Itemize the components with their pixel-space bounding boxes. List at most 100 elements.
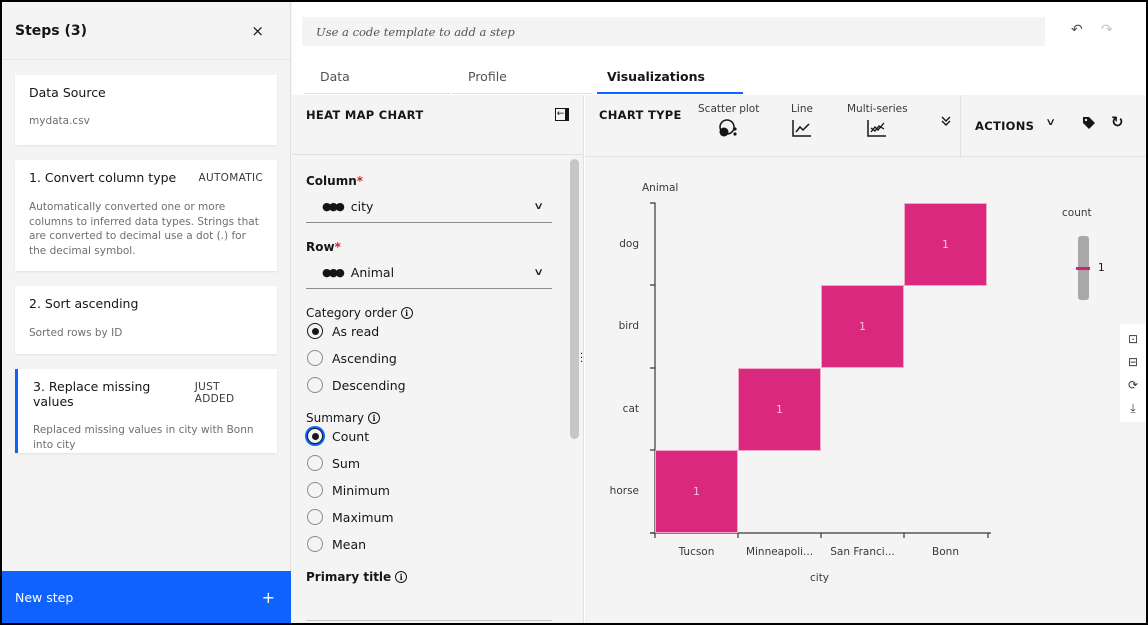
panel-resize-handle[interactable]: · · · [580,349,584,368]
step-description: Replaced missing values in city with Bon… [33,424,254,451]
chart-zoom-toolbar: ⊡ ⊟ ⟳ ⤓ [1120,324,1146,422]
refresh-icon[interactable]: ↻ [1111,113,1124,131]
radio-button[interactable] [307,428,323,444]
chart-toolbar: CHART TYPE Scatter plot Line [585,95,1146,157]
radio-button[interactable] [307,350,323,366]
more-chart-types-icon[interactable] [940,115,952,130]
plus-icon: + [261,587,275,607]
step-name: Data Source [29,85,106,100]
steps-header: Steps (3) × [2,2,290,60]
heatmap-cell-bonn-dog[interactable]: 1 [904,203,987,286]
radio-button[interactable] [307,377,323,393]
tab-bar: Data Profile Visualizations [304,62,745,94]
chevron-down-icon: ∨ [532,201,544,212]
primary-title-input[interactable] [306,620,552,621]
step-card-replace-missing-values[interactable]: 3. Replace missing values JUST ADDED Rep… [15,369,277,453]
legend-title: count [1062,207,1092,219]
multi-series-icon [867,120,887,137]
zoom-out-icon[interactable]: ⊟ [1127,354,1139,369]
step-name: 3. Replace missing values [33,379,151,409]
column-select[interactable]: ●●● city ∨ [306,191,552,223]
row-value: Animal [350,265,395,280]
radio-button[interactable] [307,509,323,525]
info-icon[interactable]: i [368,412,380,424]
collapse-panel-icon[interactable]: ← [555,108,569,121]
chart-area: · · · CHART TYPE Scatter plot Line [580,95,1146,623]
category-order-label: Category order i [306,306,413,320]
redo-icon[interactable]: ↷ [1101,22,1113,38]
step-card-sort-ascending[interactable]: 2. Sort ascending Sorted rows by ID [15,286,277,354]
radio-button[interactable] [307,536,323,552]
radio-button[interactable] [307,323,323,339]
heatmap-cell-tucson-horse[interactable]: 1 [655,450,738,533]
step-name: 1. Convert column type [29,170,177,185]
config-header: HEAT MAP CHART ← [292,95,583,155]
actions-menu[interactable]: ACTIONS [975,119,1035,133]
steps-title: Steps (3) [15,22,88,39]
radio-count[interactable]: Count [307,428,369,444]
step-badge: AUTOMATIC [198,172,263,184]
y-tick-bird: bird [618,320,639,332]
step-description: mydata.csv [29,115,90,127]
radio-button[interactable] [307,482,323,498]
summary-label: Summary i [306,411,380,425]
primary-title-label: Primary title i [306,570,408,584]
close-icon[interactable]: × [251,21,264,40]
column-value: city [350,199,374,214]
step-description: Automatically converted one or more colu… [29,201,259,257]
step-card-data-source[interactable]: Data Source mydata.csv [15,75,277,145]
heatmap-cell-minneapolis-cat[interactable]: 1 [738,368,821,451]
undo-icon[interactable]: ↶ [1071,22,1083,38]
step-name: 2. Sort ascending [29,296,139,311]
reset-zoom-icon[interactable]: ⟳ [1127,377,1139,392]
categorical-icon: ●●● [322,266,345,279]
new-step-button[interactable]: New step + [2,571,291,623]
x-tick-san-francisco: San Franci... [830,546,895,558]
code-template-input[interactable] [302,17,1045,46]
step-badge: JUST ADDED [194,381,235,405]
download-icon[interactable]: ⤓ [1130,400,1136,415]
y-tick-horse: horse [609,485,639,497]
chart-type-multi-series[interactable]: Multi-series [847,103,908,142]
zoom-in-icon[interactable]: ⊡ [1127,331,1139,346]
chart-type-label: CHART TYPE [599,108,682,122]
heatmap-cell-sanfrancisco-bird[interactable]: 1 [821,285,904,368]
radio-descending[interactable]: Descending [307,377,406,393]
column-label: Column* [306,174,364,188]
heatmap-axes [650,202,991,538]
step-card-convert-column-type[interactable]: 1. Convert column type AUTOMATIC Automat… [15,160,277,271]
row-select[interactable]: ●●● Animal ∨ [306,257,552,289]
tag-icon[interactable] [1082,115,1096,134]
chevron-down-icon: ∨ [532,267,544,278]
categorical-icon: ●●● [322,200,345,213]
x-tick-minneapolis: Minneapoli... [745,546,814,558]
x-tick-bonn: Bonn [932,546,959,558]
toolbar-divider [960,95,961,157]
heatmap-config-panel: HEAT MAP CHART ← Column* ●●● city ∨ Row*… [292,95,584,623]
config-scrollbar[interactable] [570,159,579,439]
radio-minimum[interactable]: Minimum [307,482,390,498]
tab-visualizations[interactable]: Visualizations [597,62,743,94]
legend-marker [1076,267,1090,270]
tab-data[interactable]: Data [304,62,450,94]
x-tick-tucson: Tucson [678,546,715,558]
config-title: HEAT MAP CHART [306,108,424,122]
new-step-label: New step [15,589,74,605]
radio-as-read[interactable]: As read [307,323,379,339]
y-axis-title: Animal [642,182,679,194]
radio-maximum[interactable]: Maximum [307,509,394,525]
info-icon[interactable]: i [395,571,408,583]
info-icon[interactable]: i [400,307,413,319]
radio-button[interactable] [307,455,323,471]
chart-type-line[interactable]: Line [791,103,813,142]
radio-ascending[interactable]: Ascending [307,350,397,366]
main-area: ↶ ↷ Data Profile Visualizations HEAT MAP… [292,2,1146,623]
x-axis-title: city [810,572,830,584]
radio-sum[interactable]: Sum [307,455,360,471]
tab-profile[interactable]: Profile [452,62,593,94]
chart-type-scatter-plot[interactable]: Scatter plot [698,103,759,142]
chevron-down-icon[interactable]: ∨ [1045,117,1057,128]
y-tick-dog: dog [619,238,639,250]
radio-mean[interactable]: Mean [307,536,366,552]
